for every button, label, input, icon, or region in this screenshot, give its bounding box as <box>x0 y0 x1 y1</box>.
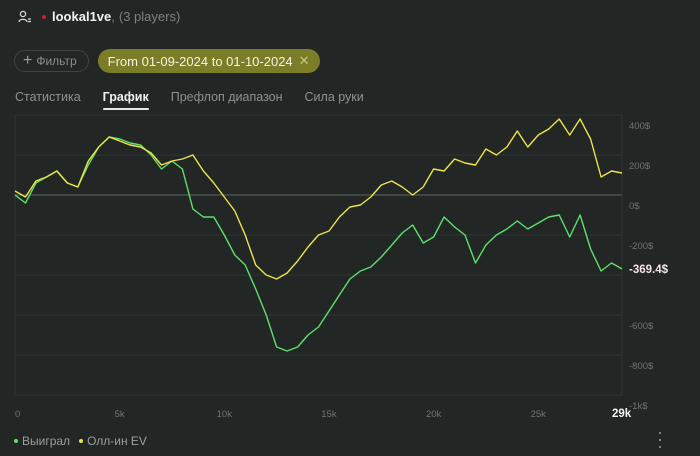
legend-item-won[interactable]: Выиграл <box>14 434 70 448</box>
tab-statistics[interactable]: Статистика <box>15 90 81 104</box>
date-range-chip[interactable]: From 01-09-2024 to 01-10-2024 ✕ <box>97 49 320 73</box>
tab-graph[interactable]: График <box>102 90 149 110</box>
series-line-won <box>14 136 623 352</box>
date-range-label: From 01-09-2024 to 01-10-2024 <box>107 53 293 69</box>
y-tick-label: -1k$ <box>629 401 648 412</box>
x-axis: 0 5k 10k 15k 20k 25k <box>15 409 546 420</box>
y-tick-label: -600$ <box>629 321 654 332</box>
close-icon[interactable]: ✕ <box>298 53 310 68</box>
header: lookal1ve, (3 players) <box>18 9 180 24</box>
x-tick-label: 15k <box>321 409 337 420</box>
plus-icon: + <box>23 52 33 69</box>
filter-row: + Фильтр From 01-09-2024 to 01-10-2024 ✕ <box>14 49 320 73</box>
legend-label-won: Выиграл <box>22 434 71 448</box>
legend: Выиграл Олл-ин EV <box>14 434 156 448</box>
y-tick-label: 200$ <box>629 161 651 172</box>
x-tick-label: 25k <box>531 409 547 420</box>
legend-item-allin-ev[interactable]: Олл-ин EV <box>79 434 147 448</box>
legend-dot-allin-ev <box>79 439 84 443</box>
series-lines <box>14 118 623 352</box>
x-tick-label: 5k <box>115 409 125 420</box>
grid <box>14 114 623 396</box>
username[interactable]: lookal1ve <box>52 9 112 24</box>
more-vertical-icon[interactable] <box>655 432 665 448</box>
current-value-label: -369.4$ <box>629 264 669 276</box>
y-tick-label: -200$ <box>629 241 654 252</box>
players-icon[interactable] <box>18 10 32 24</box>
series-line-allin-ev <box>14 118 623 280</box>
players-count: (3 players) <box>118 9 181 24</box>
add-filter-button[interactable]: + Фильтр <box>14 50 89 72</box>
y-axis: 400$ 200$ 0$ -200$ -600$ -800$ -1k$ <box>629 121 654 412</box>
add-filter-label: Фильтр <box>36 54 77 68</box>
y-tick-label: 0$ <box>629 201 640 212</box>
separator: , <box>111 9 115 24</box>
plot-frame <box>14 114 623 396</box>
legend-dot-won <box>14 439 18 443</box>
x-end-label: 29k <box>612 408 632 420</box>
x-tick-label: 10k <box>217 409 233 420</box>
tab-preflop-range[interactable]: Префлоп диапазон <box>170 90 283 104</box>
x-tick-label: 20k <box>426 409 442 420</box>
legend-label-allin-ev: Олл-ин EV <box>87 434 147 448</box>
tabs: Статистика График Префлоп диапазон Сила … <box>15 90 386 110</box>
y-tick-label: -800$ <box>629 361 654 372</box>
x-tick-label: 0 <box>15 409 20 420</box>
y-tick-label: 400$ <box>629 121 651 132</box>
chart: 400$ 200$ 0$ -200$ -600$ -800$ -1k$ 0 5k 10k 15k 2… <box>14 114 669 420</box>
tab-hand-strength[interactable]: Сила руки <box>304 90 364 104</box>
status-dot <box>42 14 46 19</box>
